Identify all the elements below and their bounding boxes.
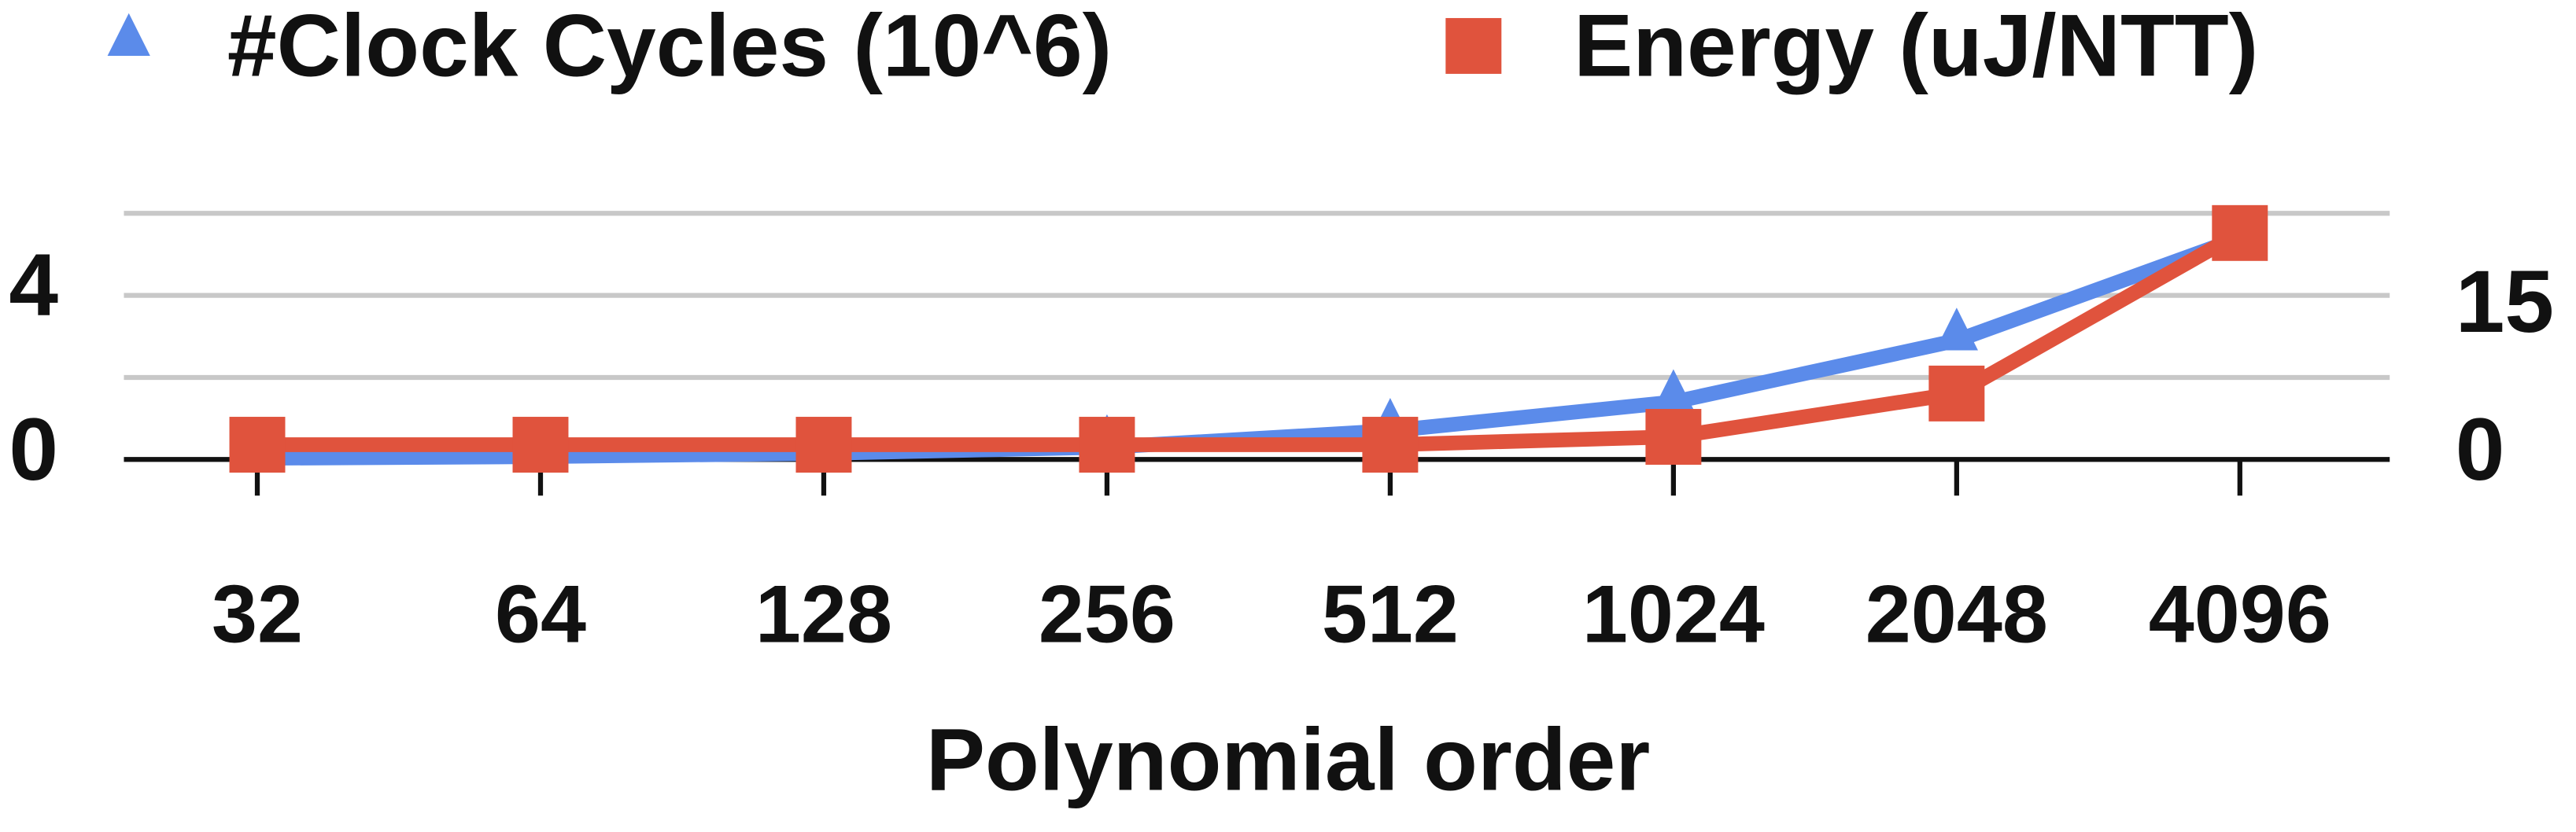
data-point: [2212, 204, 2268, 261]
x-tick-label: 64: [495, 569, 586, 660]
y-tick-label: 0: [9, 399, 58, 499]
data-point: [1362, 417, 1419, 473]
series-line: [257, 226, 2244, 452]
legend-label: Energy (uJ/NTT): [1574, 0, 2258, 95]
data-point: [1935, 307, 1978, 351]
data-point: [795, 417, 852, 473]
data-point: [1652, 369, 1696, 412]
y2-tick-label: 15: [2456, 252, 2554, 351]
x-tick-label: 512: [1322, 569, 1459, 660]
x-tick-label: 4096: [2149, 569, 2331, 660]
data-point: [512, 417, 569, 473]
data-point: [1928, 365, 1985, 422]
legend-marker: [1445, 17, 1502, 74]
data-point: [1079, 417, 1135, 473]
data-point: [1645, 409, 1702, 465]
data-point: [229, 417, 286, 473]
x-tick-label: 128: [755, 569, 892, 660]
y2-tick-label: 0: [2456, 399, 2505, 499]
legend-marker: [107, 13, 150, 56]
x-tick-label: 1024: [1582, 569, 1765, 660]
legend-label: #Clock Cycles (10^6): [227, 0, 1112, 95]
x-axis-label: Polynomial order: [926, 709, 1650, 808]
x-tick-label: 32: [212, 569, 303, 660]
x-tick-label: 256: [1039, 569, 1175, 660]
y-tick-label: 4: [9, 235, 58, 334]
x-tick-label: 2048: [1866, 569, 2048, 660]
